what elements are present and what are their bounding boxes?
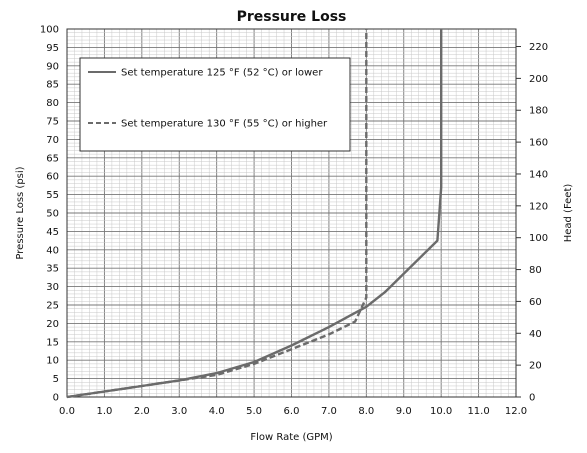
y-tick-label: 25 (46, 301, 59, 312)
y2-tick-label: 40 (529, 329, 542, 340)
y-axis-title: Pressure Loss (psi) (15, 166, 26, 259)
y-tick-label: 20 (46, 319, 59, 330)
y2-tick-label: 120 (529, 201, 548, 212)
x-axis-title: Flow Rate (GPM) (250, 432, 332, 443)
y-tick-label: 5 (53, 374, 59, 385)
series-lines (66, 29, 443, 399)
y-tick-label: 65 (46, 153, 59, 164)
x-tick-label: 12.0 (505, 406, 527, 417)
x-tick-label: 4.0 (209, 406, 225, 417)
y2-tick-label: 100 (529, 233, 548, 244)
y2-axis-title: Head (Feet) (563, 184, 574, 243)
y-tick-label: 95 (46, 43, 59, 54)
y2-tick-label: 0 (529, 393, 535, 404)
y-tick-label: 85 (46, 80, 59, 91)
y-tick-label: 100 (40, 25, 59, 36)
y2-tick-label: 60 (529, 297, 542, 308)
y-tick-label: 90 (46, 61, 59, 72)
x-tick-label: 6.0 (284, 406, 300, 417)
tick-labels: 0.0 1.0 2.0 3.0 4.0 5.0 6.0 7.0 8.0 9.0 10.0 11.0 12… (40, 25, 548, 418)
x-tick-label: 5.0 (246, 406, 262, 417)
y-tick-label: 60 (46, 172, 59, 183)
y2-tick-label: 160 (529, 138, 548, 149)
y2-tick-label: 180 (529, 106, 548, 117)
legend-box (79, 57, 351, 152)
y-tick-label: 0 (53, 393, 59, 404)
x-tick-label: 8.0 (358, 406, 374, 417)
legend-label-series-1: Set temperature 125 °F (52 °C) or lower (121, 68, 323, 79)
x-tick-label: 9.0 (396, 406, 412, 417)
y-tick-label: 35 (46, 264, 59, 275)
y-tick-label: 40 (46, 245, 59, 256)
y2-tick-label: 20 (529, 361, 542, 372)
y-tick-label: 70 (46, 135, 59, 146)
x-tick-label: 10.0 (430, 406, 452, 417)
x-tick-label: 2.0 (134, 406, 150, 417)
plot-frame (66, 28, 517, 398)
y-tick-label: 10 (46, 356, 59, 367)
y2-tick-label: 200 (529, 74, 548, 85)
legend: Set temperature 125 °F (52 °C) or lower … (79, 57, 351, 152)
y-tick-label: 15 (46, 337, 59, 348)
axes (66, 28, 521, 398)
y-tick-label: 45 (46, 227, 59, 238)
y-tick-label: 50 (46, 209, 59, 220)
y-tick-label: 75 (46, 117, 59, 128)
y-tick-label: 55 (46, 190, 59, 201)
x-tick-label: 1.0 (96, 406, 112, 417)
x-tick-label: 3.0 (171, 406, 187, 417)
y-tick-label: 30 (46, 282, 59, 293)
chart-title: Pressure Loss (237, 9, 347, 25)
y2-tick-label: 80 (529, 265, 542, 276)
x-tick-label: 0.0 (59, 406, 75, 417)
y2-tick-label: 220 (529, 42, 548, 53)
series-line-2 (66, 29, 368, 399)
y2-tick-label: 140 (529, 169, 548, 180)
y-tick-label: 80 (46, 98, 59, 109)
x-tick-label: 11.0 (467, 406, 489, 417)
x-tick-label: 7.0 (321, 406, 337, 417)
legend-label-series-2: Set temperature 130 °F (55 °C) or higher (121, 119, 328, 130)
